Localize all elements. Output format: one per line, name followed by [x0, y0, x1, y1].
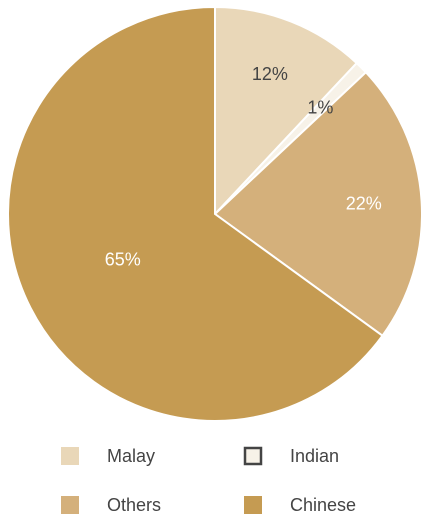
data-label: 1% — [307, 97, 333, 117]
data-label: 22% — [346, 193, 382, 213]
legend-label: Chinese — [290, 495, 356, 515]
pie-slice — [214, 5, 359, 217]
data-label: 12% — [252, 64, 288, 84]
pie-slice — [213, 70, 421, 338]
legend-swatch — [244, 496, 262, 514]
legend-label: Others — [107, 495, 161, 515]
pie-slice — [7, 5, 384, 422]
legend-swatch — [61, 496, 79, 514]
legend-swatch — [61, 447, 79, 465]
legend-label: Indian — [290, 446, 339, 466]
legend-swatch — [243, 446, 263, 466]
legend-label: Malay — [107, 446, 155, 466]
data-label: 65% — [105, 250, 141, 270]
